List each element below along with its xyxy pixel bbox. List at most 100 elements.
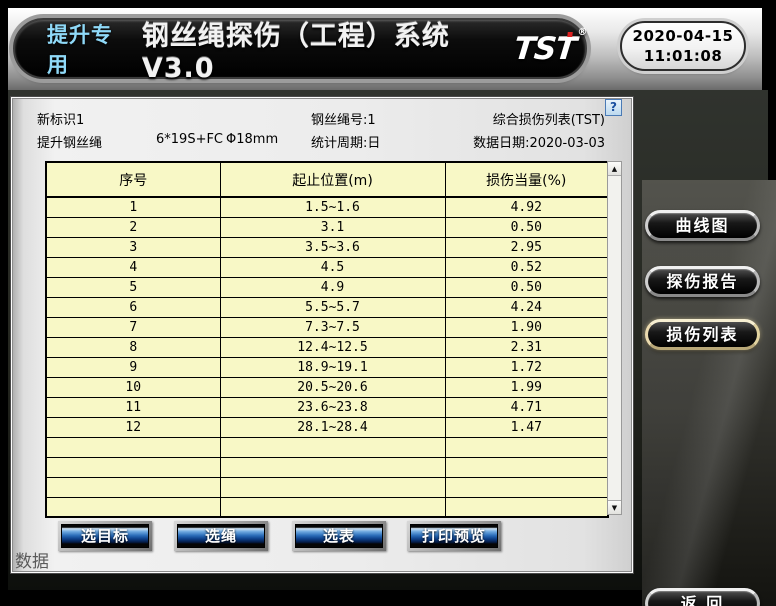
select-target-label: 选目标	[61, 524, 149, 548]
select-table-label: 选表	[295, 524, 383, 548]
table-cell	[444, 496, 609, 518]
table-cell: 2.31	[444, 336, 609, 358]
table-cell	[45, 456, 221, 478]
curve-chart-button[interactable]: 曲线图	[645, 210, 760, 241]
flaw-report-label: 探伤报告	[666, 272, 739, 291]
main-area: ? 新标识1 钢丝绳号:1 综合损伤列表(TST) 提升钢丝绳 6*19S+FC…	[8, 90, 776, 606]
table-cell: 7	[45, 316, 221, 338]
table-cell: 12	[45, 416, 221, 438]
table-cell: 0.50	[444, 276, 609, 298]
info-mark-id: 新标识1	[37, 113, 85, 128]
date-text: 2020-04-15	[632, 27, 734, 45]
table-cell: 0.52	[444, 256, 609, 278]
table-cell: 4.9	[219, 276, 446, 298]
curve-chart-label: 曲线图	[675, 216, 730, 235]
tst-logo-icon: TST®	[512, 26, 588, 67]
header-seq: 序号	[45, 161, 221, 198]
damage-list-label: 损伤列表	[666, 325, 739, 344]
table-scrollbar[interactable]: ▲ ▼	[607, 161, 622, 515]
info-rope-name: 提升钢丝绳	[37, 136, 103, 151]
status-text: 数据	[15, 552, 49, 572]
table-cell: 1.5~1.6	[219, 196, 446, 218]
table-cell: 2	[45, 216, 221, 238]
damage-table: 序号 起止位置(m) 损伤当量(%) 1 1.5~1.6 4.92 2 3.1 0.50 3…	[45, 161, 609, 518]
table-header-row: 序号 起止位置(m) 损伤当量(%)	[45, 161, 609, 198]
info-rope-no: 钢丝绳号:1	[311, 113, 376, 128]
table-cell: 5.5~5.7	[219, 296, 446, 318]
scroll-down-icon[interactable]: ▼	[608, 500, 621, 514]
table-cell	[219, 476, 446, 498]
table-cell: 1.47	[444, 416, 609, 438]
table-cell: 23.6~23.8	[219, 396, 446, 418]
damage-list-button[interactable]: 损伤列表	[645, 319, 760, 350]
table-cell	[444, 476, 609, 498]
header-position: 起止位置(m)	[219, 161, 446, 198]
table-cell: 9	[45, 356, 221, 378]
table-cell	[219, 436, 446, 458]
print-preview-button[interactable]: 打印预览	[407, 521, 501, 551]
help-button[interactable]: ?	[605, 99, 622, 116]
table-cell	[444, 456, 609, 478]
table-row[interactable]: 3 3.5~3.6 2.95	[45, 236, 609, 258]
table-cell	[45, 496, 221, 518]
logo-red-dot	[567, 31, 573, 37]
back-label: 返 回	[680, 594, 725, 606]
table-cell: 8	[45, 336, 221, 358]
table-cell: 1.99	[444, 376, 609, 398]
info-rope-diameter: Φ18mm	[226, 132, 279, 147]
table-row[interactable]	[45, 476, 609, 498]
table-row[interactable]: 1 1.5~1.6 4.92	[45, 196, 609, 218]
table-cell: 3	[45, 236, 221, 258]
damage-table-body: 1 1.5~1.6 4.92 2 3.1 0.50 3 3.5~3.6 2.95 4 4.5 0.52…	[45, 196, 609, 518]
title-capsule: 提升专用 钢丝绳探伤（工程）系统V3.0 TST®	[13, 18, 588, 84]
table-cell: 18.9~19.1	[219, 356, 446, 378]
table-cell	[45, 436, 221, 458]
table-cell: 1	[45, 196, 221, 218]
table-cell: 0.50	[444, 216, 609, 238]
table-cell: 4.92	[444, 196, 609, 218]
flaw-report-button[interactable]: 探伤报告	[645, 266, 760, 297]
table-row[interactable]: 7 7.3~7.5 1.90	[45, 316, 609, 338]
table-row[interactable]: 8 12.4~12.5 2.31	[45, 336, 609, 358]
table-row[interactable]: 2 3.1 0.50	[45, 216, 609, 238]
content-panel: ? 新标识1 钢丝绳号:1 综合损伤列表(TST) 提升钢丝绳 6*19S+FC…	[10, 96, 634, 574]
header-damage: 损伤当量(%)	[444, 161, 609, 198]
table-row[interactable]: 5 4.9 0.50	[45, 276, 609, 298]
table-row[interactable]: 4 4.5 0.52	[45, 256, 609, 278]
table-cell	[219, 496, 446, 518]
table-cell	[219, 456, 446, 478]
info-rope-spec: 6*19S+FC	[156, 132, 224, 147]
time-text: 11:01:08	[643, 47, 723, 65]
table-cell: 7.3~7.5	[219, 316, 446, 338]
table-cell	[444, 436, 609, 458]
table-cell: 4.24	[444, 296, 609, 318]
table-cell: 28.1~28.4	[219, 416, 446, 438]
select-rope-label: 选绳	[177, 524, 265, 548]
table-cell: 3.1	[219, 216, 446, 238]
table-cell: 2.95	[444, 236, 609, 258]
table-row[interactable]	[45, 496, 609, 518]
table-cell: 5	[45, 276, 221, 298]
table-row[interactable]: 6 5.5~5.7 4.24	[45, 296, 609, 318]
table-cell: 10	[45, 376, 221, 398]
table-cell	[45, 476, 221, 498]
side-button-column: 曲线图 探伤报告 损伤列表 返 回	[642, 180, 776, 606]
select-table-button[interactable]: 选表	[292, 521, 386, 551]
back-button[interactable]: 返 回	[645, 588, 760, 606]
select-target-button[interactable]: 选目标	[58, 521, 152, 551]
table-row[interactable]: 11 23.6~23.8 4.71	[45, 396, 609, 418]
table-row[interactable]: 12 28.1~28.4 1.47	[45, 416, 609, 438]
table-cell: 11	[45, 396, 221, 418]
select-rope-button[interactable]: 选绳	[174, 521, 268, 551]
table-row[interactable]	[45, 436, 609, 458]
table-cell: 3.5~3.6	[219, 236, 446, 258]
table-row[interactable]: 10 20.5~20.6 1.99	[45, 376, 609, 398]
table-row[interactable]: 9 18.9~19.1 1.72	[45, 356, 609, 378]
table-row[interactable]	[45, 456, 609, 478]
table-cell: 1.72	[444, 356, 609, 378]
scroll-up-icon[interactable]: ▲	[608, 162, 621, 176]
table-cell: 4	[45, 256, 221, 278]
table-cell: 20.5~20.6	[219, 376, 446, 398]
info-list-type: 综合损伤列表(TST)	[492, 113, 605, 128]
